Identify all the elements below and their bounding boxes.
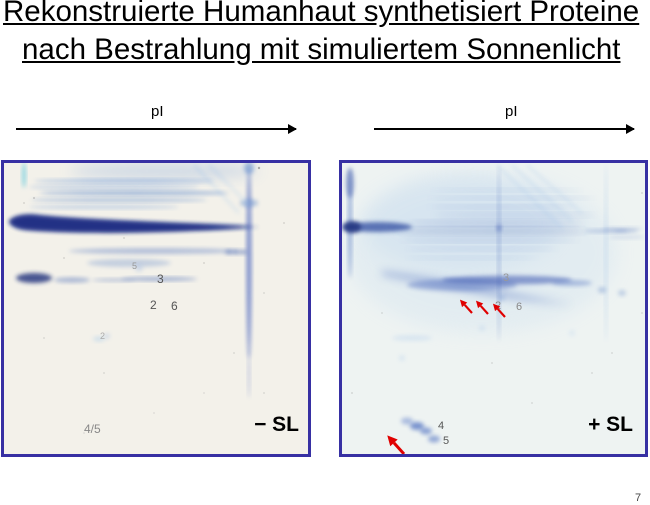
svg-text:4: 4: [438, 420, 444, 432]
svg-text:6: 6: [516, 301, 522, 313]
svg-text:3: 3: [157, 272, 164, 286]
svg-text:3: 3: [503, 272, 509, 284]
svg-text:4/5: 4/5: [84, 422, 101, 436]
svg-text:5: 5: [132, 261, 137, 271]
svg-text:6: 6: [171, 299, 178, 313]
svg-text:5: 5: [443, 435, 449, 447]
svg-text:2: 2: [100, 331, 105, 341]
svg-text:2: 2: [150, 298, 157, 312]
